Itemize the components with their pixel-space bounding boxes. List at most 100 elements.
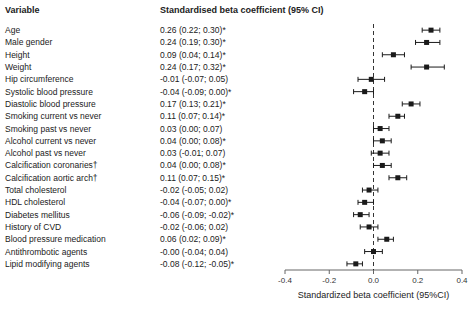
ci-cap: [411, 65, 412, 70]
ci-cap: [373, 126, 374, 131]
variable-label: Height: [5, 50, 30, 60]
variable-label: Age: [5, 25, 20, 35]
plot-area: [347, 24, 444, 270]
error-bar: [354, 89, 374, 94]
ci-cap: [419, 101, 420, 106]
ci-cap: [373, 163, 374, 168]
coefficient-label: 0.04 (0.00; 0.08)*: [160, 136, 226, 146]
ci-cap: [402, 101, 403, 106]
ci-cap: [391, 163, 392, 168]
chart: Variable Standardised beta coefficient (9…: [0, 0, 474, 312]
coefficient-label: 0.17 (0.13; 0.21)*: [160, 99, 226, 109]
error-bar: [365, 249, 383, 254]
ci-cap: [377, 237, 378, 242]
variable-label: Total cholesterol: [5, 185, 67, 195]
ci-cap: [371, 151, 372, 156]
column-header: Variable: [5, 5, 40, 15]
variable-label: Calcification aortic arch†: [5, 173, 98, 183]
ci-cap: [382, 52, 383, 57]
error-bar: [358, 200, 373, 205]
error-bar: [358, 77, 385, 82]
error-bar: [347, 261, 362, 266]
coefficient-label: -0.08 (-0.12; -0.05)*: [160, 259, 235, 269]
error-bar: [374, 163, 392, 168]
ci-cap: [384, 77, 385, 82]
estimate-marker: [371, 249, 376, 254]
error-bar: [378, 237, 393, 242]
ci-cap: [439, 28, 440, 33]
estimate-marker: [380, 163, 385, 168]
variable-label: History of CVD: [5, 222, 61, 232]
variable-label: Blood pressure medication: [5, 234, 106, 244]
ci-cap: [444, 65, 445, 70]
variable-label: Smoking past vs never: [5, 124, 91, 134]
coefficient-label: -0.06 (-0.09; -0.02)*: [160, 210, 235, 220]
variable-label: Alcohol current vs never: [5, 136, 96, 146]
error-bar: [382, 52, 404, 57]
estimate-marker: [378, 126, 383, 131]
ci-cap: [388, 151, 389, 156]
ci-cap: [391, 138, 392, 143]
variable-label: Hip circumference: [5, 74, 74, 84]
ci-cap: [373, 89, 374, 94]
x-tick-label: -0.2: [322, 276, 336, 285]
ci-cap: [393, 237, 394, 242]
estimate-marker: [395, 114, 400, 119]
error-bar: [416, 40, 440, 45]
estimate-marker: [391, 52, 396, 57]
ci-cap: [362, 261, 363, 266]
ci-cap: [373, 138, 374, 143]
ci-cap: [377, 224, 378, 229]
ci-cap: [406, 175, 407, 180]
error-bar: [354, 212, 369, 217]
coefficient-label: -0.02 (-0.06; 0.02): [160, 222, 228, 232]
x-tick-label: -0.4: [278, 276, 292, 285]
coefficient-label: -0.02 (-0.05; 0.02): [160, 185, 228, 195]
variable-label: Systolic blood pressure: [5, 87, 93, 97]
reference-line: [373, 24, 374, 270]
ci-cap: [353, 89, 354, 94]
coefficient-label: 0.24 (0.19; 0.30)*: [160, 37, 226, 47]
x-tick: [417, 270, 418, 274]
estimate-marker: [424, 65, 429, 70]
ci-cap: [346, 261, 347, 266]
estimate-marker: [362, 89, 367, 94]
ci-cap: [422, 28, 423, 33]
variable-label: Weight: [5, 62, 32, 72]
x-tick-label: 0.4: [456, 276, 468, 285]
error-bar: [422, 28, 440, 33]
error-bar: [374, 138, 392, 143]
ci-cap: [377, 188, 378, 193]
coefficient-label: -0.01 (-0.07; 0.05): [160, 74, 228, 84]
ci-cap: [358, 200, 359, 205]
ci-cap: [388, 126, 389, 131]
ci-cap: [362, 188, 363, 193]
estimate-marker: [367, 188, 372, 193]
estimate-marker: [358, 212, 363, 217]
column-header: Standardised beta coefficient (95% CI): [160, 5, 324, 15]
x-tick: [329, 270, 330, 274]
variable-label: Antithrombotic agents: [5, 247, 87, 257]
estimate-marker: [378, 151, 383, 156]
coefficient-label: -0.04 (-0.09; 0.00)*: [160, 87, 232, 97]
ci-cap: [369, 212, 370, 217]
x-tick: [462, 270, 463, 274]
variable-label: Alcohol past vs never: [5, 148, 86, 158]
variable-label: Diastolic blood pressure: [5, 99, 96, 109]
coefficient-label: 0.04 (0.00; 0.08)*: [160, 160, 226, 170]
ci-cap: [404, 114, 405, 119]
error-bar: [402, 101, 420, 106]
variable-label: Smoking current vs never: [5, 111, 102, 121]
coefficient-label: -0.04 (-0.07; 0.00)*: [160, 197, 232, 207]
estimate-marker: [429, 28, 434, 33]
coefficient-label: 0.24 (0.17; 0.32)*: [160, 62, 226, 72]
coefficient-label: -0.00 (-0.04; 0.04): [160, 247, 228, 257]
estimate-marker: [367, 224, 372, 229]
x-axis-label: Standardized beta coefficient (95%CI): [298, 290, 449, 300]
error-bar: [389, 114, 404, 119]
estimate-marker: [362, 200, 367, 205]
estimate-marker: [424, 40, 429, 45]
estimate-marker: [369, 77, 374, 82]
ci-cap: [364, 249, 365, 254]
estimate-marker: [353, 261, 358, 266]
